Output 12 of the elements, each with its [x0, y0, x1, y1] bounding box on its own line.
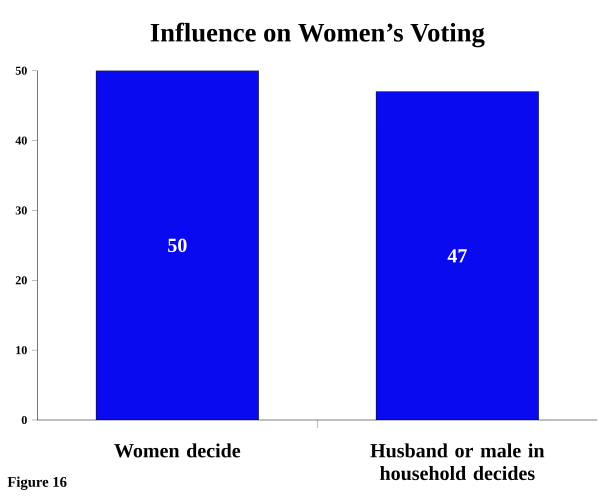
x-tick-label: Husband or male in household decides — [370, 443, 544, 480]
data-label: 47 — [448, 249, 467, 262]
y-tick-label: 30 — [16, 206, 27, 214]
x-tick-label: Women decide — [114, 443, 240, 458]
y-tick-label: 10 — [16, 346, 27, 354]
y-tick-label: 50 — [16, 66, 27, 75]
y-tick-label: 20 — [16, 276, 27, 284]
data-label: 50 — [168, 238, 187, 252]
y-tick-label: 40 — [15, 136, 27, 145]
y-tick-label: 0 — [22, 416, 27, 424]
chart-title: Influence on Women’s Voting — [150, 22, 485, 48]
caption: Figure 16 — [8, 476, 67, 490]
